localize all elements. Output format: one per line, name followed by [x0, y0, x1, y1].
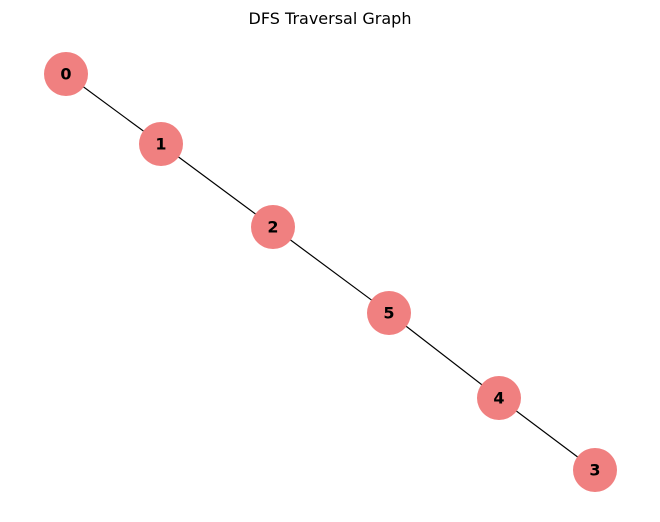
node-2: 2 — [251, 205, 295, 249]
nodes-layer: 0 1 2 5 4 3 — [44, 52, 617, 492]
node-circle-5 — [367, 291, 411, 335]
node-label-3: 3 — [589, 461, 600, 480]
edge-1-2 — [160, 143, 274, 228]
node-circle-2 — [251, 205, 295, 249]
edge-2-5 — [272, 226, 390, 314]
edge-5-4 — [388, 312, 500, 399]
node-5: 5 — [367, 291, 411, 335]
node-3: 3 — [573, 448, 617, 492]
node-label-5: 5 — [383, 304, 394, 323]
node-label-0: 0 — [60, 65, 71, 84]
node-circle-1 — [139, 122, 183, 166]
node-label-4: 4 — [493, 389, 504, 408]
node-label-2: 2 — [267, 218, 278, 237]
node-label-1: 1 — [155, 135, 166, 154]
graph-title: DFS Traversal Graph — [249, 9, 412, 28]
node-1: 1 — [139, 122, 183, 166]
node-4: 4 — [477, 376, 521, 420]
node-0: 0 — [44, 52, 88, 96]
node-circle-3 — [573, 448, 617, 492]
node-circle-4 — [477, 376, 521, 420]
node-circle-0 — [44, 52, 88, 96]
